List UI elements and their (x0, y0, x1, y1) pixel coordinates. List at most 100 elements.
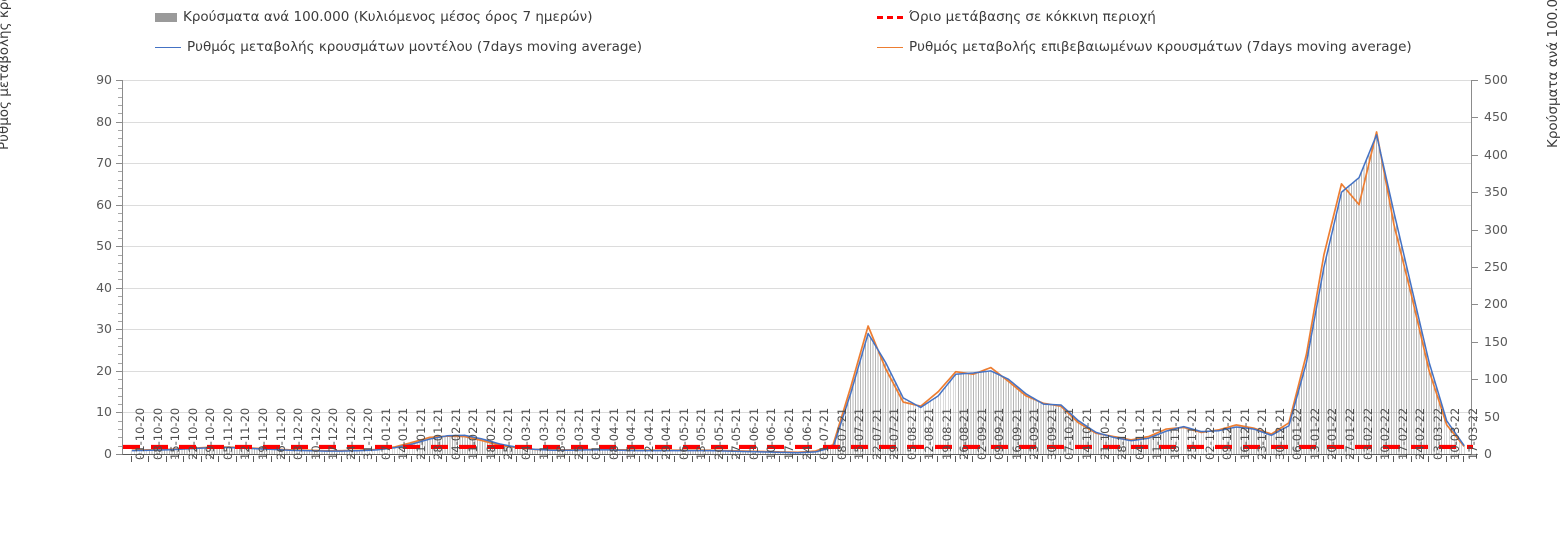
x-axis-minor-tick (1138, 456, 1140, 459)
x-axis-tick-mark (1182, 456, 1184, 462)
x-axis-tick-mark (1042, 456, 1044, 462)
x-axis-minor-tick (683, 456, 685, 459)
orange-line-swatch-icon (877, 47, 903, 49)
x-axis-tick-label: 03-12-20 (291, 407, 306, 460)
x-axis-tick-mark (1340, 456, 1342, 462)
y-axis-left-minor-tick (118, 312, 122, 314)
y-axis-right-tick-mark (1472, 80, 1478, 81)
x-axis-tick-label: 18-11-21 (1167, 407, 1182, 460)
y-axis-left-minor-tick (118, 138, 122, 140)
x-axis-minor-tick (1226, 456, 1228, 459)
bar-series (131, 135, 1465, 454)
x-axis-tick-mark (726, 456, 728, 462)
y-axis-right-tick-mark (1472, 454, 1478, 455)
x-axis-tick-mark (586, 456, 588, 462)
x-axis-tick-mark (288, 456, 290, 462)
y-axis-right-tick-mark (1472, 229, 1478, 231)
x-axis-tick-label: 18-03-21 (554, 407, 569, 460)
gridline (123, 121, 1471, 123)
x-axis-tick-mark (639, 456, 641, 462)
x-axis-minor-tick (1296, 456, 1298, 459)
x-axis-tick-mark (341, 456, 343, 462)
x-axis-minor-tick (647, 456, 649, 459)
y-axis-right-tick-mark (1472, 341, 1478, 343)
x-axis-minor-tick (1349, 456, 1351, 459)
y-axis-left-tick-mark (116, 121, 122, 123)
y-axis-left-minor-tick (118, 188, 122, 190)
x-axis-minor-tick (770, 456, 772, 459)
x-axis-minor-tick (279, 456, 281, 459)
x-axis-tick-label: 30-09-21 (1044, 407, 1059, 460)
x-axis-minor-tick (1454, 456, 1456, 459)
x-axis-tick-mark (1322, 456, 1324, 462)
gridline (123, 246, 1471, 248)
x-axis-minor-tick (858, 456, 860, 459)
y-axis-left-minor-tick (118, 237, 122, 239)
x-axis-tick-label: 14-01-21 (396, 407, 411, 460)
x-axis-tick-label: 17-03-22 (1465, 407, 1480, 460)
y-axis-right-tick-label: 300 (1484, 221, 1508, 237)
x-axis-minor-tick (1016, 456, 1018, 459)
x-axis-minor-tick (157, 456, 159, 459)
y-axis-left-tick-label: 10 (96, 404, 112, 420)
y-axis-left-tick-label: 90 (96, 72, 112, 87)
x-axis-tick-label: 07-10-21 (1062, 407, 1077, 460)
x-axis-tick-mark (271, 456, 273, 462)
gridline (123, 163, 1471, 165)
x-axis-tick-label: 15-10-20 (168, 407, 183, 460)
y-axis-right-tick-label: 200 (1484, 296, 1508, 312)
chart-canvas (123, 131, 1473, 454)
x-axis-tick-label: 17-12-20 (326, 407, 341, 460)
x-axis-minor-tick (455, 456, 457, 459)
x-axis-tick-label: 06-01-22 (1290, 407, 1305, 460)
x-axis-minor-tick (612, 456, 614, 459)
x-axis-minor-tick (1331, 456, 1333, 459)
x-axis-tick-mark (1410, 456, 1412, 462)
y-axis-left-tick-mark (116, 370, 122, 372)
x-axis-tick-mark (446, 456, 448, 462)
x-axis-tick-label: 20-01-22 (1325, 407, 1340, 460)
x-axis-minor-tick (1033, 456, 1035, 459)
gridline (123, 287, 1471, 289)
x-axis-tick-mark (1077, 456, 1079, 462)
x-axis-minor-tick (1436, 456, 1438, 459)
x-axis-tick-mark (814, 456, 816, 462)
y-axis-right-tick-label: 500 (1484, 72, 1508, 87)
x-axis-minor-tick (437, 456, 439, 459)
x-axis-minor-tick (910, 456, 912, 459)
y-axis-left-minor-tick (118, 429, 122, 431)
x-axis-tick-mark (130, 456, 132, 462)
x-axis-tick-label: 29-10-20 (203, 407, 218, 460)
x-axis-tick-label: 22-04-21 (641, 407, 656, 460)
x-axis-minor-tick (963, 456, 965, 459)
y-axis-left-tick-label: 30 (96, 321, 112, 337)
x-axis-minor-tick (1261, 456, 1263, 459)
x-axis-tick-label: 04-11-21 (1132, 407, 1147, 460)
x-axis-tick-label: 26-11-20 (273, 407, 288, 460)
x-axis-tick-mark (165, 456, 167, 462)
x-axis-tick-label: 20-05-21 (711, 407, 726, 460)
x-axis-minor-tick (788, 456, 790, 459)
y-axis-left-tick-label: 0 (104, 446, 112, 461)
x-axis-tick-label: 05-08-21 (904, 407, 919, 460)
x-axis-tick-mark (744, 456, 746, 462)
legend-item-confirmed: Ρυθμός μεταβολής επιβεβαιωμένων κρουσμάτ… (877, 40, 1412, 55)
x-axis-tick-mark (656, 456, 658, 462)
x-axis-tick-mark (1200, 456, 1202, 462)
x-axis-tick-mark (481, 456, 483, 462)
y-axis-left-minor-tick (118, 296, 122, 298)
y-axis-left-tick-label: 50 (96, 238, 112, 254)
x-axis-tick-mark (884, 456, 886, 462)
x-axis-minor-tick (139, 456, 141, 459)
x-axis-minor-tick (525, 456, 527, 459)
y-axis-left-minor-tick (118, 196, 122, 198)
x-axis-tick-label: 27-01-22 (1343, 407, 1357, 460)
x-axis-tick-mark (516, 456, 518, 462)
y-axis-left-minor-tick (118, 171, 122, 173)
x-axis-tick-mark (1130, 456, 1132, 462)
x-axis-tick-mark (148, 456, 150, 462)
x-axis-tick-label: 23-12-21 (1255, 407, 1270, 460)
y-axis-right-tick-label: 250 (1484, 259, 1508, 274)
x-axis-tick-label: 11-03-21 (536, 407, 551, 460)
x-axis-minor-tick (1086, 456, 1088, 459)
